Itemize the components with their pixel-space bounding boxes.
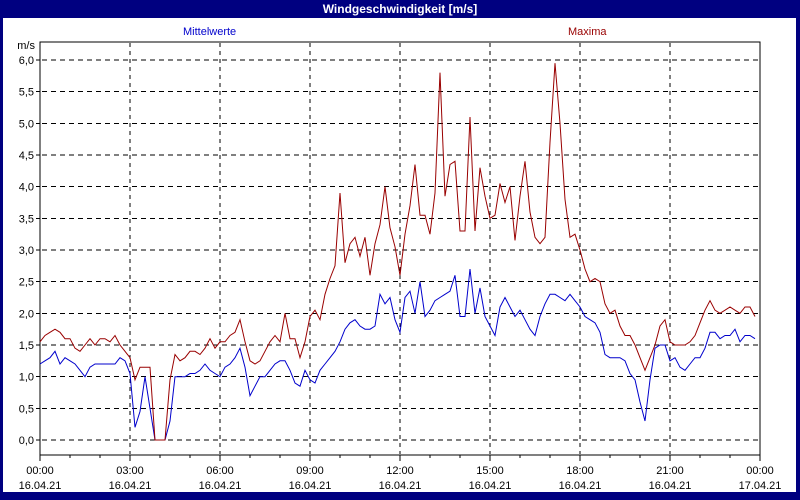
legend-maxima-label: Maxima	[568, 26, 607, 38]
x-tick-date-label: 16.04.21	[19, 480, 62, 492]
y-tick-label: 0,0	[19, 435, 34, 447]
x-tick-time-label: 03:00	[116, 465, 144, 477]
x-tick-time-label: 21:00	[656, 465, 684, 477]
y-tick-label: 4,0	[19, 182, 34, 194]
x-tick-date-label: 16.04.21	[199, 480, 242, 492]
plot-border	[39, 41, 761, 456]
x-tick-date-label: 16.04.21	[109, 480, 152, 492]
y-tick-label: 5,0	[19, 118, 34, 130]
y-tick-label: 6,0	[19, 55, 34, 67]
legend-mittelwerte-label: Mittelwerte	[183, 26, 237, 38]
x-tick-time-label: 09:00	[296, 465, 324, 477]
x-tick-time-label: 00:00	[26, 465, 54, 477]
chart-title: Windgeschwindigkeit [m/s]	[322, 2, 478, 16]
y-tick-label: 5,5	[19, 87, 34, 99]
y-tick-label: 2,5	[19, 277, 34, 289]
x-tick-time-label: 18:00	[566, 465, 594, 477]
y-tick-label: 3,5	[19, 213, 34, 225]
x-tick-date-label: 16.04.21	[649, 480, 692, 492]
x-tick-time-label: 12:00	[386, 465, 414, 477]
y-tick-label: 1,5	[19, 340, 34, 352]
y-tick-label: 0,5	[19, 403, 34, 415]
x-tick-time-label: 15:00	[476, 465, 504, 477]
x-tick-date-label: 16.04.21	[469, 480, 512, 492]
y-tick-label: 3,0	[19, 245, 34, 257]
x-tick-date-label: 16.04.21	[559, 480, 602, 492]
max-series-line	[39, 63, 756, 441]
x-tick-time-label: 06:00	[206, 465, 234, 477]
x-tick-date-label: 16.04.21	[289, 480, 332, 492]
x-tick-date-label: 16.04.21	[379, 480, 422, 492]
y-axis-unit-label: m/s	[17, 40, 35, 52]
y-tick-label: 4,5	[19, 150, 34, 162]
x-tick-time-label: 00:00	[746, 465, 774, 477]
x-tick-date-label: 17.04.21	[739, 480, 782, 492]
y-tick-label: 2,0	[19, 308, 34, 320]
mean-series-line	[39, 268, 756, 441]
y-tick-label: 1,0	[19, 372, 34, 384]
title-bar: Windgeschwindigkeit [m/s]	[0, 0, 800, 18]
